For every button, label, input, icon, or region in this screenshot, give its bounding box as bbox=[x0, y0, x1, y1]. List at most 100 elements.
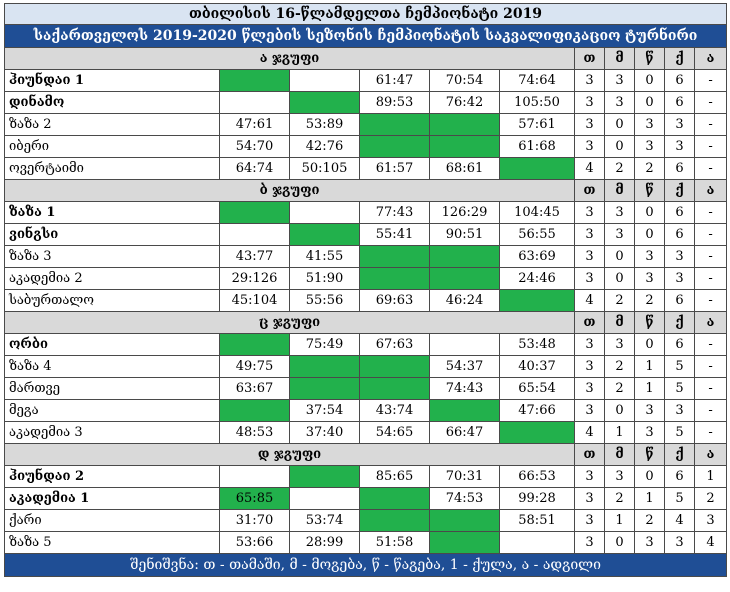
score-cell: 63:69 bbox=[499, 245, 575, 268]
stat-value: 0 bbox=[634, 69, 665, 92]
subtitle-row: საქართველოს 2019-2020 წლების სეზონის ჩემ… bbox=[3, 24, 728, 48]
score-cell: 45:104 bbox=[219, 289, 290, 312]
score-cell: 47:66 bbox=[499, 399, 575, 422]
stat-value: 1 bbox=[634, 487, 665, 510]
score-cell: 61:47 bbox=[359, 69, 430, 92]
score-cell: 29:126 bbox=[219, 267, 290, 290]
stat-value: 3 bbox=[604, 69, 635, 92]
score-cell: 61:57 bbox=[359, 157, 430, 180]
stat-header: წ bbox=[634, 179, 665, 202]
team-row: იბერი 54:70 42:76 61:68 3 0 3 3- bbox=[4, 135, 728, 158]
stat-header: მ bbox=[604, 179, 635, 202]
stat-header: წ bbox=[634, 443, 665, 466]
team-name: მეგა bbox=[4, 399, 220, 422]
stat-value: 3 bbox=[634, 421, 665, 444]
stat-value: 3 bbox=[664, 267, 695, 290]
score-cell: 48:53 bbox=[219, 421, 290, 444]
stat-value: 0 bbox=[634, 223, 665, 246]
stat-value: 0 bbox=[634, 91, 665, 114]
stat-value: - bbox=[693, 245, 728, 268]
team-name: ვინგსი bbox=[4, 223, 220, 246]
stat-value: 3 bbox=[664, 113, 695, 136]
stat-value: 0 bbox=[604, 267, 635, 290]
stat-value: 3 bbox=[574, 399, 605, 422]
team-name: ზაზა 5 bbox=[4, 531, 220, 554]
team-row: ზაზა 5 53:66 28:99 51:58 3 0 3 3 4 bbox=[4, 531, 728, 554]
stat-value: 5 bbox=[664, 355, 695, 378]
stat-value: 4 bbox=[574, 421, 605, 444]
score-cell: 53:89 bbox=[289, 113, 360, 136]
stat-value: - bbox=[693, 135, 728, 158]
stat-value: 2 bbox=[604, 355, 635, 378]
score-cell bbox=[289, 487, 360, 510]
stat-header: ქ bbox=[664, 47, 695, 70]
score-cell: 53:66 bbox=[219, 531, 290, 554]
stat-value: 5 bbox=[664, 421, 695, 444]
stat-header: ა bbox=[693, 443, 728, 466]
team-row: ჰიუნდაი 1 61:47 70:54 74:64 3 3 0 6- bbox=[4, 69, 728, 92]
stat-value: 3 bbox=[634, 531, 665, 554]
stat-value: 3 bbox=[664, 531, 695, 554]
stat-value: 3 bbox=[604, 91, 635, 114]
score-cell: 54:65 bbox=[359, 421, 430, 444]
standings-table: თბილისის 16-წლამდელთა ჩემპიონატი 2019 სა… bbox=[3, 3, 728, 577]
stat-value: 2 bbox=[634, 157, 665, 180]
team-name: ჰიუნდაი 2 bbox=[4, 465, 220, 488]
stat-value: 3 bbox=[574, 487, 605, 510]
stat-value: - bbox=[693, 399, 728, 422]
stat-value: 2 bbox=[693, 487, 728, 510]
empty-cell-green bbox=[289, 223, 360, 246]
score-cell: 56:55 bbox=[499, 223, 575, 246]
stat-value: 3 bbox=[634, 267, 665, 290]
group-name: ც ჯგუფი bbox=[4, 311, 575, 334]
empty-cell-green bbox=[359, 487, 430, 510]
empty-cell-green: 65:85 bbox=[219, 487, 290, 510]
score-cell: 75:49 bbox=[289, 333, 360, 356]
group-header-row: ც ჯგუფი თ მ წ ქ ა bbox=[4, 311, 728, 334]
stat-value: 3 bbox=[664, 245, 695, 268]
empty-cell-green bbox=[289, 465, 360, 488]
stat-value: 2 bbox=[604, 289, 635, 312]
stat-value: 6 bbox=[664, 465, 695, 488]
stat-value: 6 bbox=[664, 333, 695, 356]
empty-cell-green bbox=[359, 113, 430, 136]
stat-value: 1 bbox=[693, 465, 728, 488]
score-cell bbox=[429, 333, 500, 356]
score-cell: 57:61 bbox=[499, 113, 575, 136]
stat-value: 3 bbox=[574, 267, 605, 290]
stat-value: 6 bbox=[664, 69, 695, 92]
score-cell: 24:46 bbox=[499, 267, 575, 290]
stat-value: 3 bbox=[604, 465, 635, 488]
stat-header: ქ bbox=[664, 179, 695, 202]
stat-value: 3 bbox=[574, 509, 605, 532]
stat-value: 0 bbox=[604, 399, 635, 422]
standings-sheet: თბილისის 16-წლამდელთა ჩემპიონატი 2019 სა… bbox=[3, 3, 728, 577]
score-cell bbox=[219, 91, 290, 114]
empty-cell-green bbox=[429, 267, 500, 290]
table-body: თბილისის 16-წლამდელთა ჩემპიონატი 2019 სა… bbox=[3, 3, 728, 577]
stat-value: 1 bbox=[604, 509, 635, 532]
score-cell bbox=[219, 223, 290, 246]
group-name: ბ ჯგუფი bbox=[4, 179, 575, 202]
team-name: დინამო bbox=[4, 91, 220, 114]
score-cell: 31:70 bbox=[219, 509, 290, 532]
stat-value: 3 bbox=[574, 531, 605, 554]
stat-value: 0 bbox=[604, 135, 635, 158]
stat-value: - bbox=[693, 355, 728, 378]
stat-value: 3 bbox=[574, 465, 605, 488]
team-name: აკადემია 3 bbox=[4, 421, 220, 444]
stat-value: 6 bbox=[664, 289, 695, 312]
score-cell: 66:47 bbox=[429, 421, 500, 444]
team-name: აკადემია 2 bbox=[4, 267, 220, 290]
team-name: საბურთალო bbox=[4, 289, 220, 312]
stat-value: 3 bbox=[604, 333, 635, 356]
stat-value: 3 bbox=[693, 509, 728, 532]
team-name: ზაზა 4 bbox=[4, 355, 220, 378]
stat-value: 3 bbox=[634, 245, 665, 268]
stat-value: 3 bbox=[574, 223, 605, 246]
stat-header: ა bbox=[693, 311, 728, 334]
score-cell: 70:31 bbox=[429, 465, 500, 488]
stat-header: ა bbox=[693, 179, 728, 202]
team-row: აკადემია 2 29:126 51:90 24:46 3 0 3 3- bbox=[4, 267, 728, 290]
stat-value: 3 bbox=[574, 245, 605, 268]
